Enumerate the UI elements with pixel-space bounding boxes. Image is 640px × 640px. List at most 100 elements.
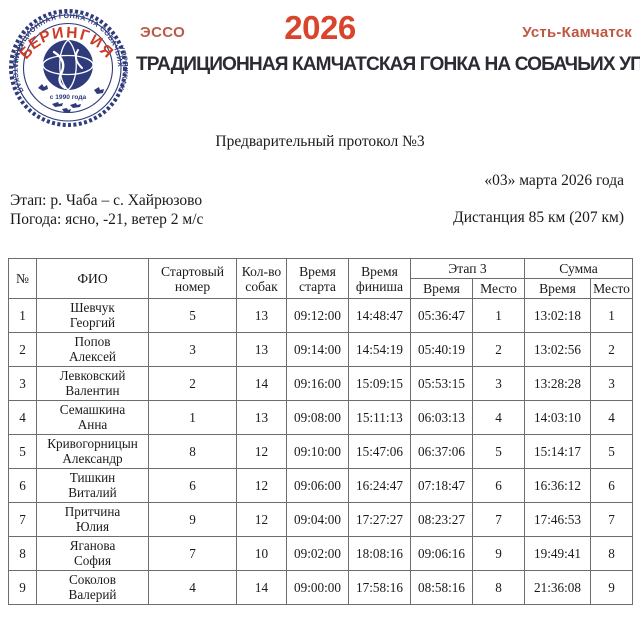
cell-stage-place: 8 [472,570,525,606]
stage-route: Этап: р. Чаба – с. Хайрюзово [10,192,203,209]
cell-finish-time: 15:09:15 [348,366,411,402]
cell-start-number: 1 [148,400,237,436]
protocol-date: «03» марта 2026 года [484,172,624,189]
cell-start-number: 2 [148,366,237,402]
cell-dogs-count: 12 [236,434,287,470]
col-header-dogs-count: Кол-во собак [236,257,287,300]
cell-stage-time: 06:03:13 [410,400,473,436]
cell-finish-time: 17:58:16 [348,570,411,606]
cell-start-time: 09:02:00 [286,536,349,572]
cell-surname: Соколов [69,572,116,588]
banner-year: 2026 [284,9,356,46]
cell-total-place: 7 [590,502,633,538]
cell-firstname: Александр [62,450,123,466]
cell-dogs-count: 12 [236,468,287,504]
banner-left-location-label: ЭССО [140,24,186,41]
cell-start-time: 09:16:00 [286,366,349,402]
distance-info: Дистанция 85 км (207 км) [453,209,624,226]
cell-stage-place: 2 [472,332,525,368]
cell-finish-time: 15:47:06 [348,434,411,470]
results-table: № ФИО Стартовый номер Кол-во собак Время… [8,257,633,606]
cell-finish-time: 16:24:47 [348,468,411,504]
cell-firstname: Виталий [68,484,117,500]
cell-total-time: 19:49:41 [524,536,591,572]
cell-start-time: 09:08:00 [286,400,349,436]
cell-stage-place: 3 [472,366,525,402]
cell-name: Шевчук Георгий [36,298,149,334]
col-header-total-place: Место [590,278,633,300]
cell-num: 6 [8,468,37,504]
cell-total-time: 16:36:12 [524,468,591,504]
cell-num: 7 [8,502,37,538]
cell-stage-time: 08:58:16 [410,570,473,606]
cell-surname: Попов [74,334,111,350]
svg-text:Н: Н [66,25,78,43]
cell-stage-place: 5 [472,434,525,470]
cell-firstname: Валентин [65,382,120,398]
cell-stage-place: 7 [472,502,525,538]
col-header-stage-place: Место [472,278,525,300]
cell-firstname: Георгий [69,314,116,330]
group-header-total: Сумма [524,257,633,280]
cell-surname: Притчина [64,504,121,520]
cell-total-time: 15:14:17 [524,434,591,470]
table-body: 1 Шевчук Георгий 5 13 09:12:00 14:48:47 05:36:4… [8,298,633,606]
cell-surname: Левковский [59,368,126,384]
protocol-title: Предварительный протокол №3 [215,133,425,150]
cell-finish-time: 14:48:47 [348,298,411,334]
cell-dogs-count: 14 [236,570,287,606]
cell-total-time: 21:36:08 [524,570,591,606]
cell-surname: Кривогорницын [47,436,138,452]
col-header-finish-time: Время финиша [348,257,411,300]
cell-start-number: 7 [148,536,237,572]
cell-start-number: 4 [148,570,237,606]
table-row: 2 Попов Алексей 3 13 09:14:00 14:54:19 05:40:19… [8,332,633,368]
col-header-total-time: Время [524,278,591,300]
cell-num: 8 [8,536,37,572]
cell-finish-time: 17:27:27 [348,502,411,538]
cell-firstname: София [73,552,112,568]
col-header-stage-time: Время [410,278,473,300]
banner-right-location-label: Усть-Камчатск [522,24,632,41]
cell-num: 2 [8,332,37,368]
cell-dogs-count: 13 [236,298,287,334]
cell-dogs-count: 12 [236,502,287,538]
cell-total-time: 13:02:56 [524,332,591,368]
cell-total-time: 13:28:28 [524,366,591,402]
cell-firstname: Алексей [69,348,116,364]
table-row: 5 Кривогорницын Александр 8 12 09:10:00 15:47:… [8,434,633,470]
cell-start-time: 09:14:00 [286,332,349,368]
cell-total-place: 9 [590,570,633,606]
cell-name: Тишкин Виталий [36,468,149,504]
cell-start-number: 9 [148,502,237,538]
col-header-start-time: Время старта [286,257,349,300]
cell-total-place: 2 [590,332,633,368]
cell-total-place: 6 [590,468,633,504]
cell-stage-time: 07:18:47 [410,468,473,504]
cell-total-time: 14:03:10 [524,400,591,436]
logo-since-text: с 1990 года [50,94,87,101]
table-row: 1 Шевчук Георгий 5 13 09:12:00 14:48:47 05:36:4… [8,298,633,334]
col-header-start-number: Стартовый номер [148,257,237,300]
cell-stage-time: 09:06:16 [410,536,473,572]
cell-firstname: Юлия [75,518,110,534]
cell-start-time: 09:04:00 [286,502,349,538]
cell-start-number: 3 [148,332,237,368]
cell-total-place: 8 [590,536,633,572]
cell-surname: Семашкина [59,402,126,418]
cell-stage-place: 1 [472,298,525,334]
cell-name: Кривогорницын Александр [36,434,149,470]
cell-start-time: 09:00:00 [286,570,349,606]
cell-start-number: 6 [148,468,237,504]
cell-total-time: 13:02:18 [524,298,591,334]
col-header-name: ФИО [36,257,149,300]
table-row: 3 Левковский Валентин 2 14 09:16:00 15:09:15 05… [8,366,633,402]
cell-start-time: 09:12:00 [286,298,349,334]
table-row: 8 Яганова София 7 10 09:02:00 18:08:16 09:06:16… [8,536,633,572]
cell-dogs-count: 13 [236,400,287,436]
cell-name: Попов Алексей [36,332,149,368]
cell-dogs-count: 13 [236,332,287,368]
banner-title: ТРАДИЦИОННАЯ КАМЧАТСКАЯ ГОНКА НА СОБАЧЬИ… [136,53,640,75]
results-table-container: № ФИО Стартовый номер Кол-во собак Время… [8,257,633,606]
cell-name: Левковский Валентин [36,366,149,402]
